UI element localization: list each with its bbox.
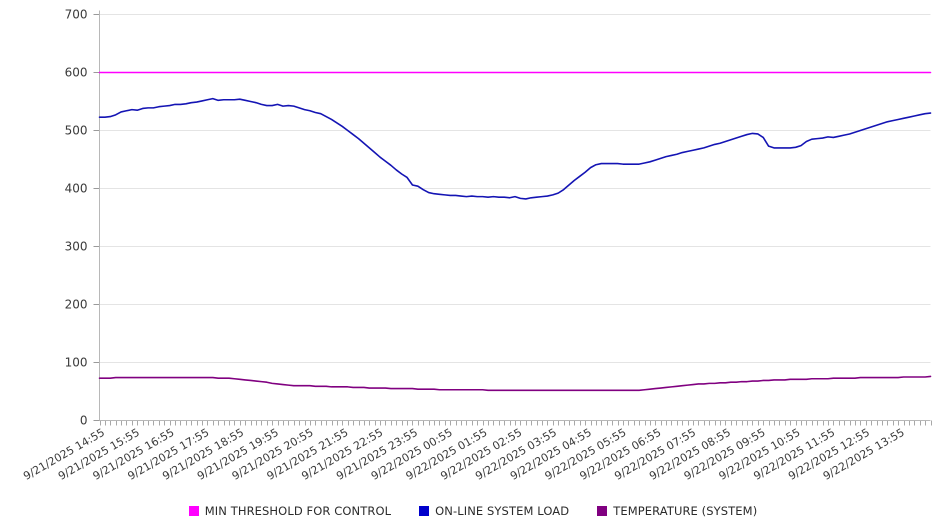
legend-item[interactable]: TEMPERATURE (SYSTEM) <box>597 504 757 518</box>
y-tick-label: 400 <box>65 182 88 196</box>
legend-label: TEMPERATURE (SYSTEM) <box>613 504 758 518</box>
x-axis-ticks <box>100 420 932 426</box>
legend-swatch-icon <box>419 506 430 516</box>
y-tick-label: 700 <box>65 8 88 22</box>
gridlines <box>99 14 931 363</box>
series-line-on-line-system-load <box>98 97 932 200</box>
legend-item[interactable]: ON-LINE SYSTEM LOAD <box>419 504 569 518</box>
y-tick-label: 600 <box>65 66 88 80</box>
series-line-temperature-system <box>98 375 932 392</box>
legend-label: MIN THRESHOLD FOR CONTROL <box>204 504 392 518</box>
x-axis-labels: 9/21/2025 14:559/21/2025 15:559/21/2025 … <box>21 426 907 483</box>
legend-item[interactable]: MIN THRESHOLD FOR CONTROL <box>188 504 392 518</box>
legend-swatch-icon <box>188 506 199 516</box>
y-tick-label: 100 <box>65 356 88 370</box>
y-axis-ticks: 0 100 200 300 400 500 600 700 <box>65 8 100 428</box>
data-series <box>98 71 932 392</box>
chart-legend: MIN THRESHOLD FOR CONTROL ON-LINE SYSTEM … <box>0 504 946 518</box>
y-tick-label: 0 <box>80 414 88 428</box>
y-tick-label: 500 <box>65 124 88 138</box>
axis-lines <box>99 10 931 421</box>
y-tick-label: 200 <box>65 298 88 312</box>
legend-label: ON-LINE SYSTEM LOAD <box>435 504 570 518</box>
y-tick-label: 300 <box>65 240 88 254</box>
legend-swatch-icon <box>597 506 608 516</box>
